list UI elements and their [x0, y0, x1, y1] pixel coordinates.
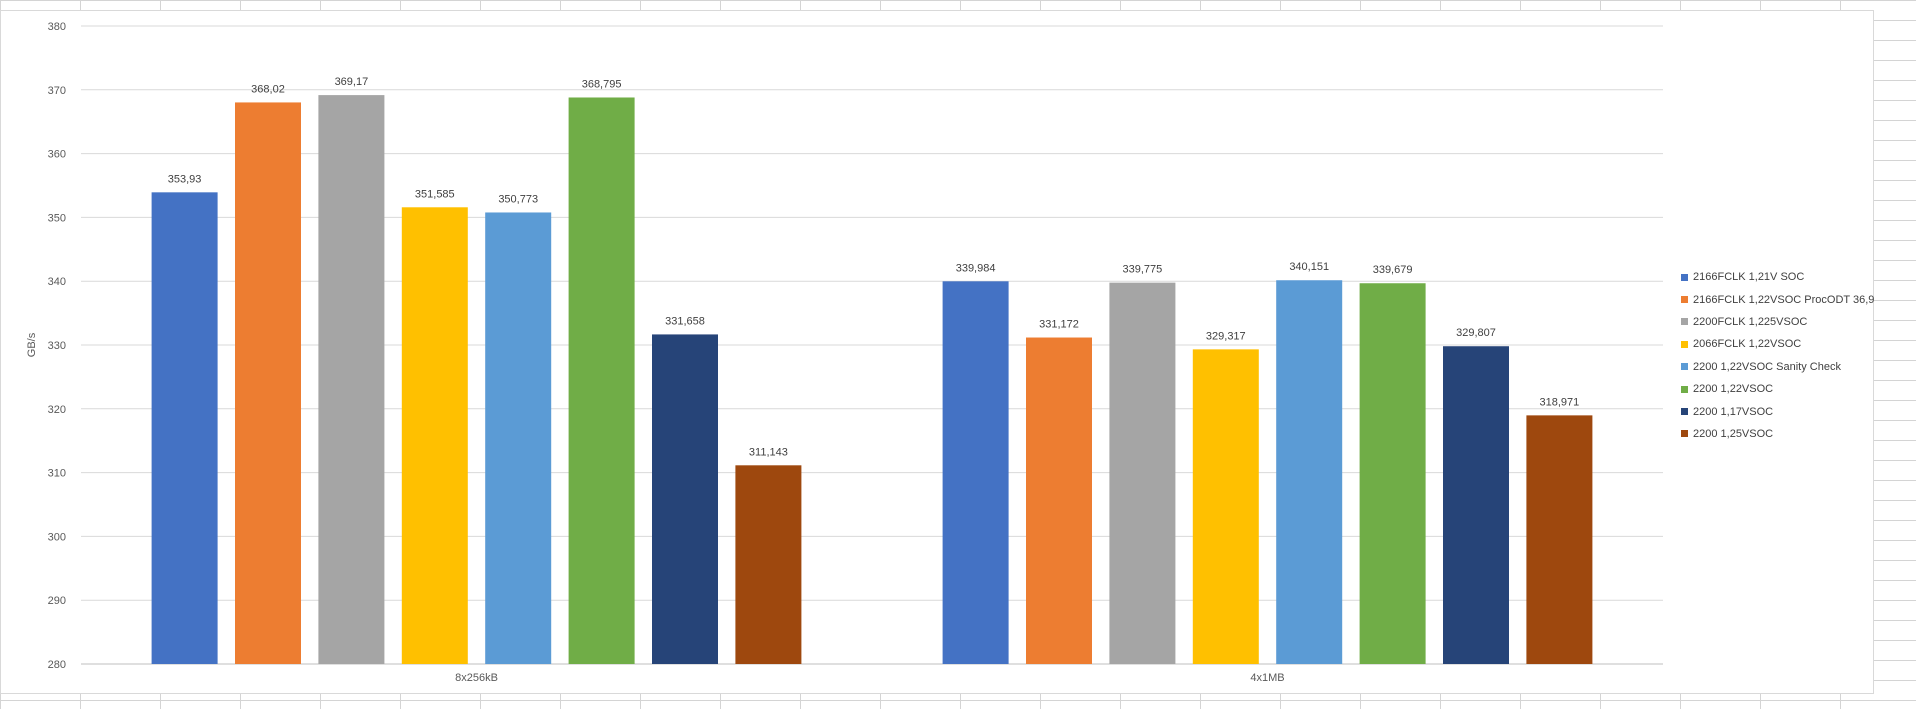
- legend-label: 2166FCLK 1,21V SOC: [1693, 271, 1805, 284]
- bar: [568, 97, 635, 664]
- y-tick-label: 340: [48, 276, 66, 288]
- chart-area: 280 290 300 310 320 330 340 350 360 370 380 GB/s 353…: [0, 10, 1874, 694]
- bar: [1443, 346, 1509, 664]
- y-tick-label: 370: [48, 85, 66, 97]
- data-label: 351,585: [415, 188, 455, 200]
- bar: [485, 212, 552, 664]
- bar: [318, 95, 385, 664]
- bar-chart: 280 290 300 310 320 330 340 350 360 370 380 GB/s 353…: [26, 21, 1663, 684]
- y-axis-title: GB/s: [26, 332, 38, 357]
- bar: [235, 102, 301, 665]
- legend-label: 2200 1,22VSOC: [1693, 383, 1774, 396]
- bar: [1192, 349, 1259, 664]
- data-label: 369,17: [335, 76, 369, 88]
- legend-item: 2200 1,22VSOC: [1681, 378, 1871, 400]
- x-tick-label: 4x1MB: [1250, 672, 1284, 684]
- y-tick-label: 380: [48, 21, 66, 33]
- legend-label: 2200 1,22VSOC Sanity Check: [1693, 360, 1841, 373]
- y-tick-label: 280: [48, 659, 66, 671]
- bar: [1026, 337, 1092, 664]
- bar: [942, 281, 1009, 664]
- legend-label: 2200 1,17VSOC: [1693, 405, 1774, 418]
- y-tick-label: 300: [48, 531, 66, 543]
- legend-swatch: [1681, 385, 1688, 393]
- bar: [151, 192, 218, 664]
- legend-item: 2166FCLK 1,21V SOC: [1681, 266, 1871, 288]
- y-tick-label: 310: [48, 468, 66, 480]
- bar: [1359, 283, 1426, 664]
- data-label: 329,317: [1206, 330, 1246, 342]
- legend-label: 2200 1,25VSOC: [1693, 427, 1774, 440]
- data-label: 318,971: [1540, 396, 1580, 408]
- legend-label: 2166FCLK 1,22VSOC ProcODT 36,9: [1693, 293, 1875, 306]
- legend-swatch: [1681, 318, 1688, 326]
- x-tick-label: 8x256kB: [455, 672, 498, 684]
- bar: [401, 207, 468, 664]
- y-tick-label: 360: [48, 149, 66, 161]
- data-label: 339,984: [956, 262, 996, 274]
- bar: [652, 334, 718, 664]
- chart-legend: 2166FCLK 1,21V SOC 2166FCLK 1,22VSOC Proc…: [1681, 266, 1875, 445]
- legend-label: 2200FCLK 1,225VSOC: [1693, 315, 1808, 328]
- data-label: 331,172: [1039, 319, 1079, 331]
- y-tick-label: 320: [48, 404, 66, 416]
- legend-swatch: [1681, 296, 1688, 304]
- legend-item: 2166FCLK 1,22VSOC ProcODT 36,9: [1681, 288, 1875, 310]
- bar: [1109, 282, 1176, 664]
- legend-label: 2066FCLK 1,22VSOC: [1693, 338, 1802, 351]
- bar: [735, 465, 802, 664]
- legend-item: 2066FCLK 1,22VSOC: [1681, 333, 1871, 355]
- data-label: 353,93: [168, 173, 202, 185]
- legend-item: 2200 1,22VSOC Sanity Check: [1681, 356, 1871, 378]
- legend-swatch: [1681, 273, 1688, 281]
- y-tick-label: 350: [48, 212, 66, 224]
- legend-swatch: [1681, 340, 1688, 348]
- data-label: 331,658: [665, 315, 705, 327]
- legend-swatch: [1681, 430, 1688, 438]
- legend-item: 2200 1,17VSOC: [1681, 400, 1871, 422]
- bar: [1526, 415, 1593, 664]
- legend-swatch: [1681, 408, 1688, 416]
- bar: [1276, 280, 1343, 664]
- legend-item: 2200 1,25VSOC: [1681, 423, 1871, 445]
- data-label: 339,679: [1373, 264, 1413, 276]
- data-label: 368,795: [582, 78, 622, 90]
- data-label: 329,807: [1456, 327, 1496, 339]
- legend-swatch: [1681, 363, 1688, 371]
- y-tick-label: 290: [48, 595, 66, 607]
- data-label: 340,151: [1289, 261, 1329, 273]
- data-label: 339,775: [1123, 264, 1163, 276]
- data-label: 350,773: [498, 193, 538, 205]
- y-tick-label: 330: [48, 340, 66, 352]
- data-label: 368,02: [251, 83, 285, 95]
- legend-item: 2200FCLK 1,225VSOC: [1681, 311, 1871, 333]
- data-label: 311,143: [749, 446, 788, 458]
